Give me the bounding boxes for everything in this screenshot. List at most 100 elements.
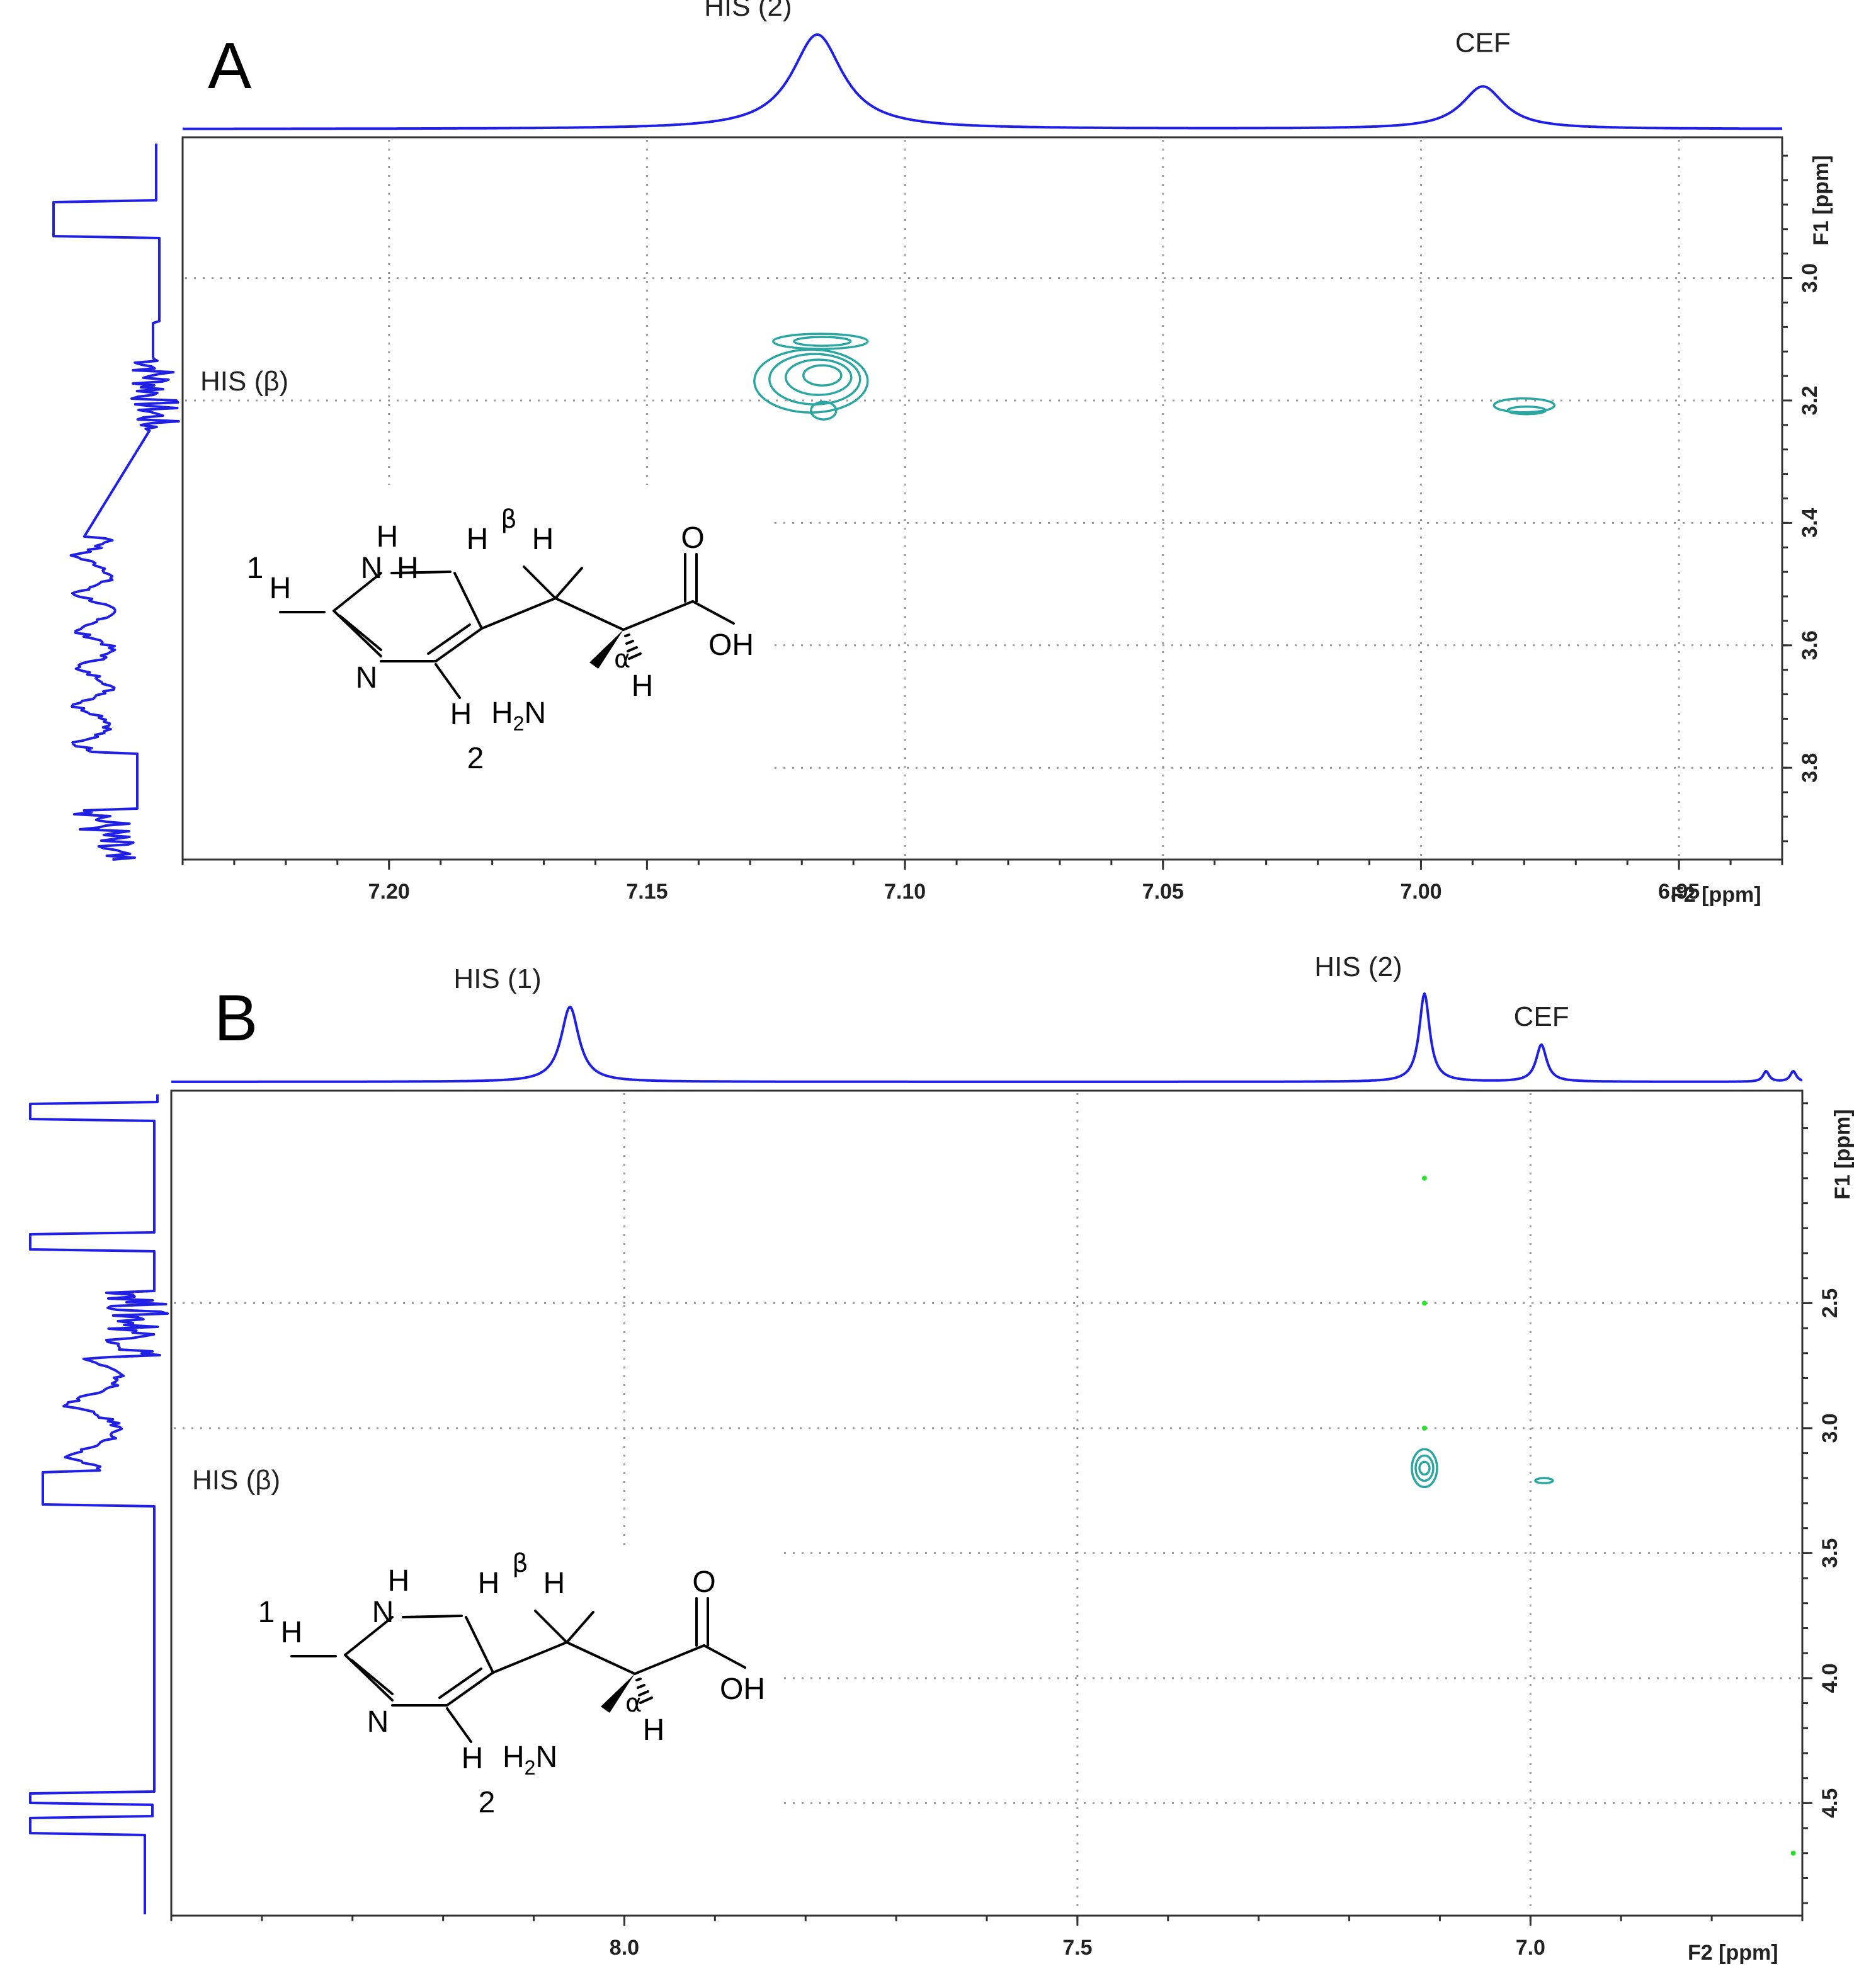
- x-tick-label: 7.20: [368, 880, 410, 904]
- mol-b-pos1: 1: [258, 1596, 275, 1629]
- mol-a-alpha: α: [614, 645, 630, 674]
- mol-a-o: O: [681, 521, 704, 555]
- cross-peak-contour: [768, 353, 861, 406]
- mol-a-h2n: H2N: [491, 696, 546, 735]
- mol-b-beta-h1: H: [478, 1567, 500, 1600]
- panel-a-x-axis-title: F2 [ppm]: [1671, 883, 1761, 907]
- mol-a-h2: H: [450, 698, 472, 731]
- noise-peak-dot: [1421, 1425, 1427, 1431]
- panel-b-side-spectrum: [29, 1094, 169, 1914]
- cross-peak-contour: [793, 336, 852, 347]
- top-peak-label: CEF: [1514, 1001, 1569, 1032]
- y-tick-label: 3.2: [1798, 385, 1822, 415]
- panel-a-y-axis: 3.0 3.2 3.4 3.6 3.8: [1782, 154, 1822, 843]
- noise-peak-dot: [1421, 1300, 1427, 1306]
- mol-b-oh: OH: [720, 1673, 765, 1706]
- cross-peak-contour: [802, 364, 843, 387]
- panel-a: A HIS (2) CEF HIS (β) 7.20 7.15 7.10 7.05 7.0…: [52, 0, 1833, 907]
- mol-a-ring-n: N: [356, 661, 378, 695]
- cross-peak-contour: [810, 401, 838, 421]
- mol-b-h1: H: [281, 1616, 303, 1649]
- panel-a-letter: A: [208, 30, 252, 103]
- x-tick-label: 7.05: [1142, 880, 1184, 904]
- mol-b-o: O: [692, 1565, 715, 1599]
- panel-a-histidine-structure: N H H H 1 N H 2 H H β α O OH H H2N: [247, 505, 754, 775]
- panel-a-top-spectrum: [183, 33, 1782, 130]
- panel-b-top-spectrum: [171, 992, 1802, 1083]
- y-tick-label: 3.6: [1798, 630, 1822, 660]
- panel-b-side-label: HIS (β): [192, 1465, 280, 1496]
- panel-a-x-axis: 7.20 7.15 7.10 7.05 7.00 6.95: [181, 860, 1783, 904]
- mol-a-h1: H: [270, 572, 292, 605]
- mol-a-pos1: 1: [247, 552, 264, 585]
- y-tick-label: 4.0: [1818, 1663, 1842, 1693]
- panel-b-histidine-structure: N H H 1 N H 2 H H β α O OH H H2N: [258, 1549, 765, 1819]
- top-peak-label: CEF: [1455, 28, 1511, 59]
- noise-peak-dot: [1421, 1175, 1427, 1181]
- cross-peak-contour: [1418, 1460, 1431, 1476]
- mol-a-beta-h1: H: [467, 523, 489, 556]
- panel-a-plot-frame: [181, 136, 1783, 861]
- x-tick-label: 6.95: [1658, 880, 1700, 904]
- x-tick-label: 7.0: [1516, 1936, 1545, 1960]
- panel-b-top-peak-labels: HIS (1) HIS (2) CEF: [453, 952, 1569, 1032]
- panel-a-grid: [185, 140, 1780, 857]
- cross-peak-contour: [772, 332, 869, 350]
- mol-b-ring-n: N: [367, 1705, 389, 1739]
- panel-b-x-axis: 8.0 7.5 7.0: [170, 1916, 1804, 1960]
- y-tick-label: 2.5: [1818, 1288, 1842, 1318]
- panel-b-y-axis: 2.5 3.0 3.5 4.0 4.5: [1802, 1102, 1842, 1904]
- mol-b-nh-n: N: [372, 1596, 394, 1629]
- mol-a-nh-n: N: [361, 552, 383, 585]
- mol-a-beta-h2: H: [532, 523, 554, 556]
- cross-peak-contour: [1506, 405, 1547, 416]
- mol-a-beta: β: [501, 505, 517, 534]
- y-tick-label: 3.0: [1818, 1413, 1842, 1443]
- mol-b-nh-h: H: [388, 1564, 410, 1598]
- top-peak-label: HIS (1): [453, 963, 541, 994]
- panel-a-side-spectrum: [52, 144, 180, 861]
- mol-b-h2: H: [462, 1742, 484, 1775]
- panel-a-top-peak-labels: HIS (2) CEF: [704, 0, 1511, 59]
- x-tick-label: 8.0: [610, 1936, 639, 1960]
- panel-b-x-axis-title: F2 [ppm]: [1688, 1941, 1778, 1965]
- cross-peak-contour: [1414, 1454, 1435, 1482]
- mol-a-alpha-h: H: [632, 669, 654, 703]
- x-tick-label: 7.15: [626, 880, 668, 904]
- panel-b-y-axis-title: F1 [ppm]: [1831, 1109, 1855, 1200]
- mol-b-beta-h2: H: [543, 1567, 566, 1600]
- panel-b-plot-frame: [170, 1089, 1804, 1917]
- top-peak-label: HIS (2): [704, 0, 792, 22]
- mol-a-pos2: 2: [467, 742, 484, 775]
- panel-b: B HIS (1) HIS (2) CEF HIS (β) 8.0 7.5 7.0 2.…: [29, 952, 1855, 1965]
- noise-peak-dot: [1790, 1850, 1796, 1856]
- y-tick-label: 3.8: [1798, 753, 1822, 783]
- mol-a-oh: OH: [708, 628, 754, 662]
- y-tick-label: 3.4: [1798, 508, 1822, 538]
- y-tick-label: 3.0: [1798, 263, 1822, 293]
- x-tick-label: 7.10: [884, 880, 926, 904]
- panel-b-letter: B: [214, 982, 258, 1055]
- cross-peak-contour: [785, 358, 853, 396]
- mol-b-alpha: α: [625, 1689, 642, 1718]
- top-peak-label: HIS (2): [1314, 952, 1402, 982]
- x-tick-label: 7.00: [1400, 880, 1441, 904]
- panel-b-cross-peaks: [1411, 1175, 1796, 1856]
- cross-peak-contour: [1534, 1477, 1554, 1485]
- y-tick-label: 3.5: [1818, 1538, 1842, 1568]
- mol-a-nh-hh: H: [377, 520, 399, 554]
- x-tick-label: 7.5: [1062, 1936, 1092, 1960]
- panel-a-y-axis-title: F1 [ppm]: [1809, 155, 1833, 246]
- panel-a-cross-peaks: [753, 332, 1556, 421]
- mol-b-alpha-h: H: [643, 1713, 665, 1747]
- mol-b-pos2: 2: [479, 1786, 496, 1819]
- panel-b-grid: [174, 1093, 1800, 1913]
- mol-b-beta: β: [512, 1549, 528, 1578]
- cross-peak-contour: [1411, 1448, 1438, 1489]
- mol-a-nh-h: H: [397, 552, 419, 585]
- cross-peak-contour: [1492, 397, 1556, 414]
- mol-b-h2n: H2N: [503, 1741, 557, 1779]
- panel-a-side-label: HIS (β): [200, 366, 288, 397]
- y-tick-label: 4.5: [1818, 1788, 1842, 1818]
